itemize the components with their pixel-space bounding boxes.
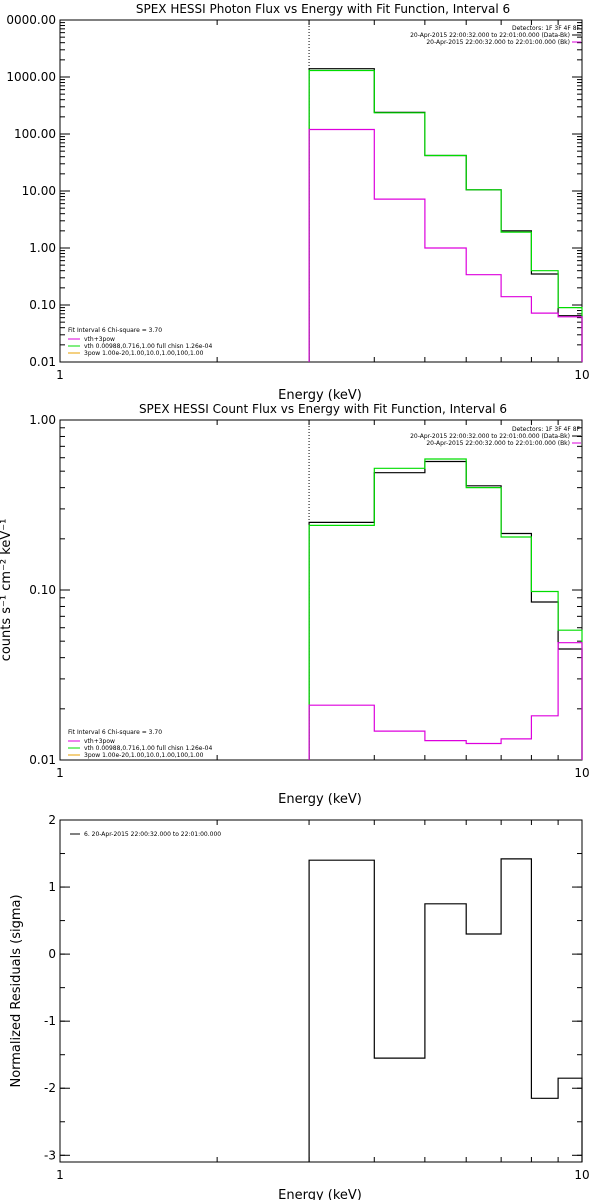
panel1-fit-line-2: 3pow 1.00e-20,1.00,10.0,1.00,100,1.00	[84, 350, 204, 357]
residuals-panel: Energy (keV) Normalized Residuals (sigma…	[9, 813, 590, 1200]
y-tick-label: 100.00	[14, 127, 56, 141]
panel3-xticks: 1 10	[56, 820, 590, 1182]
panel1-title: SPEX HESSI Photon Flux vs Energy with Fi…	[136, 2, 510, 16]
panel1-plot-area	[308, 20, 583, 362]
panel2-title: SPEX HESSI Count Flux vs Energy with Fit…	[139, 402, 507, 416]
series-line-1	[308, 69, 583, 362]
panel2-xticks: 1 10	[56, 420, 590, 780]
panel1-detectors: Detectors: 1F 3F 4F 8F	[512, 25, 581, 32]
count-flux-panel: SPEX HESSI Count Flux vs Energy with Fit…	[0, 402, 590, 807]
panel2-frame	[59, 419, 583, 761]
x-tick-label: 10	[574, 1168, 589, 1182]
panel2-fit-line-2: 3pow 1.00e-20,1.00,10.0,1.00,100,1.00	[84, 752, 204, 759]
panel2-ylabel: counts s⁻¹ cm⁻² keV⁻¹	[0, 519, 14, 662]
panel3-legend: 6. 20-Apr-2015 22:00:32.000 to 22:01:00.…	[84, 831, 221, 838]
panel2-xlabel: Energy (keV)	[278, 792, 362, 807]
x-tick-label: 10	[574, 368, 589, 382]
panel2-fit-line-0: vth+3pow	[84, 738, 115, 745]
panel3-xlabel: Energy (keV)	[278, 1188, 362, 1200]
x-tick-label: 1	[56, 766, 64, 780]
y-tick-label: 0.10	[29, 583, 56, 597]
panel3-ylabel: Normalized Residuals (sigma)	[9, 894, 24, 1087]
panel1-legend-data: 20-Apr-2015 22:00:32.000 to 22:01:00.000…	[410, 32, 570, 39]
panel2-detectors: Detectors: 1F 3F 4F 8F	[512, 426, 581, 433]
panel1-fit-line-0: vth+3pow	[84, 336, 115, 343]
panel2-legend-bk: 20-Apr-2015 22:00:32.000 to 22:01:00.000…	[426, 440, 570, 447]
y-tick-label: -2	[44, 1081, 56, 1095]
series-line-2	[308, 642, 583, 760]
panel2-fit-line-1: vth 0.00988,0.716,1.00 full chisn 1.26e-…	[84, 745, 212, 752]
y-tick-label: 0.01	[29, 753, 56, 767]
panel1-xlabel: Energy (keV)	[278, 388, 362, 403]
series-line-1	[308, 458, 583, 760]
panel2-legend-data: 20-Apr-2015 22:00:32.000 to 22:01:00.000…	[410, 433, 570, 440]
x-tick-label: 1	[56, 1168, 64, 1182]
y-tick-label: 1000.00	[6, 70, 56, 84]
panel2-plot-area	[308, 420, 583, 760]
y-tick-label: -3	[44, 1148, 56, 1162]
y-tick-label: -1	[44, 1014, 56, 1028]
panel1-legend-bk: 20-Apr-2015 22:00:32.000 to 22:01:00.000…	[426, 39, 570, 46]
panel3-yticks: 2 1 0 -1 -2 -3	[44, 813, 582, 1162]
series-line-2	[308, 128, 583, 362]
y-tick-label: 1	[48, 880, 56, 894]
panel1-frame	[59, 19, 583, 363]
series-line-0	[308, 68, 583, 362]
panel1-fit-header: Fit Interval 6 Chi-square = 3.70	[68, 327, 162, 334]
panel2-yticks: 0.01 0.10 1.00	[29, 413, 582, 767]
y-tick-label: 0	[48, 947, 56, 961]
panel1-fit-line-1: vth 0.00988,0.716,1.00 full chisn 1.26e-…	[84, 343, 212, 350]
y-tick-label: 0000.00	[6, 13, 56, 27]
panel1-yticks: 0.01 0.10 1.00 10.00 100.00 1000.00 0000.00	[6, 13, 582, 369]
y-tick-label: 0.10	[29, 298, 56, 312]
y-tick-label: 0.01	[29, 355, 56, 369]
photon-flux-panel: SPEX HESSI Photon Flux vs Energy with Fi…	[6, 2, 589, 403]
y-tick-label: 10.00	[22, 184, 56, 198]
y-tick-label: 2	[48, 813, 56, 827]
x-tick-label: 1	[56, 368, 64, 382]
panel2-fit-header: Fit Interval 6 Chi-square = 3.70	[68, 729, 162, 736]
y-tick-label: 1.00	[29, 413, 56, 427]
x-tick-label: 10	[574, 766, 589, 780]
panel3-plot-area	[308, 858, 583, 1162]
series-line-0	[308, 858, 583, 1162]
y-tick-label: 1.00	[29, 241, 56, 255]
panel3-frame	[59, 819, 583, 1163]
panel1-xticks: 1 10	[56, 20, 590, 382]
